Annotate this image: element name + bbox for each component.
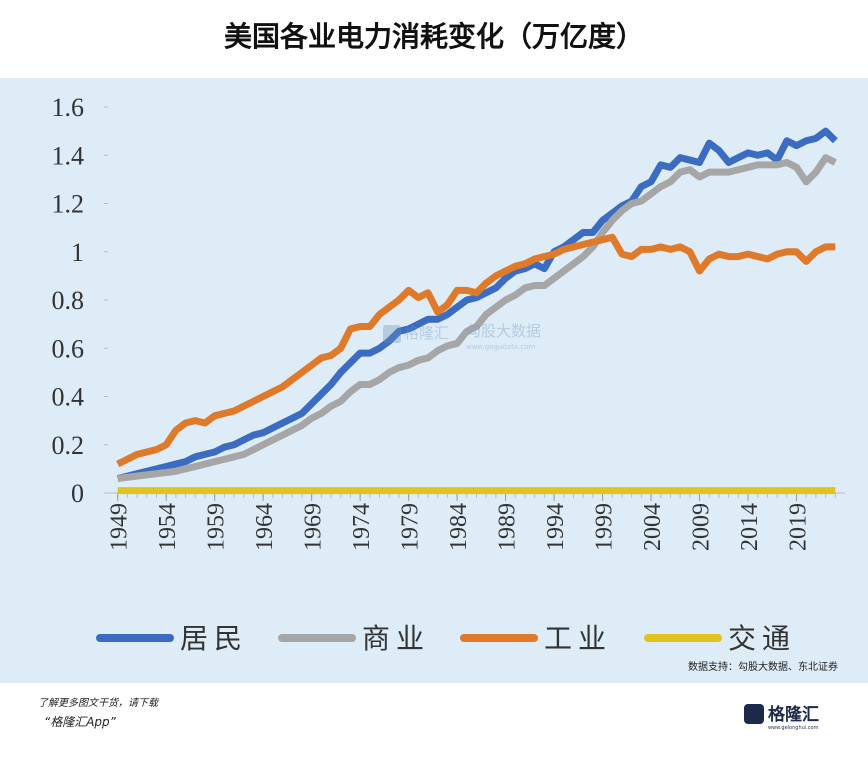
x-tick-label: 1959 (204, 503, 230, 551)
legend-label: 工业 (544, 624, 612, 655)
x-tick-label: 1969 (301, 503, 327, 551)
logo-url: www.gelonghui.com (768, 725, 819, 731)
x-tick-label: 2004 (640, 503, 666, 551)
x-tick-label: 1979 (398, 503, 424, 551)
x-tick-label: 1964 (252, 503, 278, 551)
x-tick-label: 1974 (349, 503, 375, 551)
y-tick-label: 0.6 (52, 334, 85, 363)
y-tick-label: 1 (71, 238, 84, 267)
chart-background (0, 78, 868, 683)
watermark: 格隆汇 勾股大数据 www.gogudata.com (383, 322, 541, 351)
source: 数据支持：勾股大数据、东北证券 (688, 660, 838, 673)
x-tick-label: 1999 (592, 503, 618, 551)
x-tick-label: 2009 (689, 503, 715, 551)
footer-line2: “格隆汇App” (44, 715, 117, 729)
logo: 格隆汇 (768, 704, 819, 725)
y-tick-label: 0.4 (52, 383, 85, 412)
x-tick-label: 2014 (737, 503, 763, 551)
plot: 0 0.2 0.4 0.6 0.8 1 1.2 1.4 1.6 1949 1954 1959 1964 1… (52, 93, 845, 551)
watermark-url: www.gogudata.com (466, 343, 535, 351)
watermark-brand: 格隆汇 (404, 324, 449, 342)
y-tick-label: 1.6 (52, 93, 85, 122)
series-line (117, 154, 837, 482)
x-tick-label: 1984 (446, 503, 472, 551)
x-tick-label: 1989 (495, 503, 521, 551)
watermark-partner: 勾股大数据 (466, 322, 541, 340)
y-tick-label: 1.2 (52, 190, 85, 219)
logo-icon (744, 704, 764, 724)
watermark-icon (383, 325, 401, 343)
x-tick-label: 2019 (786, 503, 812, 551)
series-line (116, 127, 838, 482)
chart-title: 美国各业电力消耗变化（万亿度） (224, 20, 644, 53)
legend-label: 商业 (362, 623, 430, 655)
y-tick-label: 0.2 (52, 431, 85, 460)
y-tick-label: 0.8 (52, 286, 85, 315)
footer-line1: 了解更多图文干货，请下载 (38, 697, 160, 709)
legend-label: 交通 (728, 623, 796, 655)
y-tick-label: 0 (71, 479, 84, 508)
x-tick-label: 1949 (107, 503, 133, 551)
legend-label: 居民 (180, 624, 248, 655)
series-line (116, 233, 836, 468)
x-tick-label: 1994 (543, 503, 569, 551)
x-tick-label: 1954 (155, 503, 181, 551)
y-tick-label: 1.4 (52, 141, 85, 170)
